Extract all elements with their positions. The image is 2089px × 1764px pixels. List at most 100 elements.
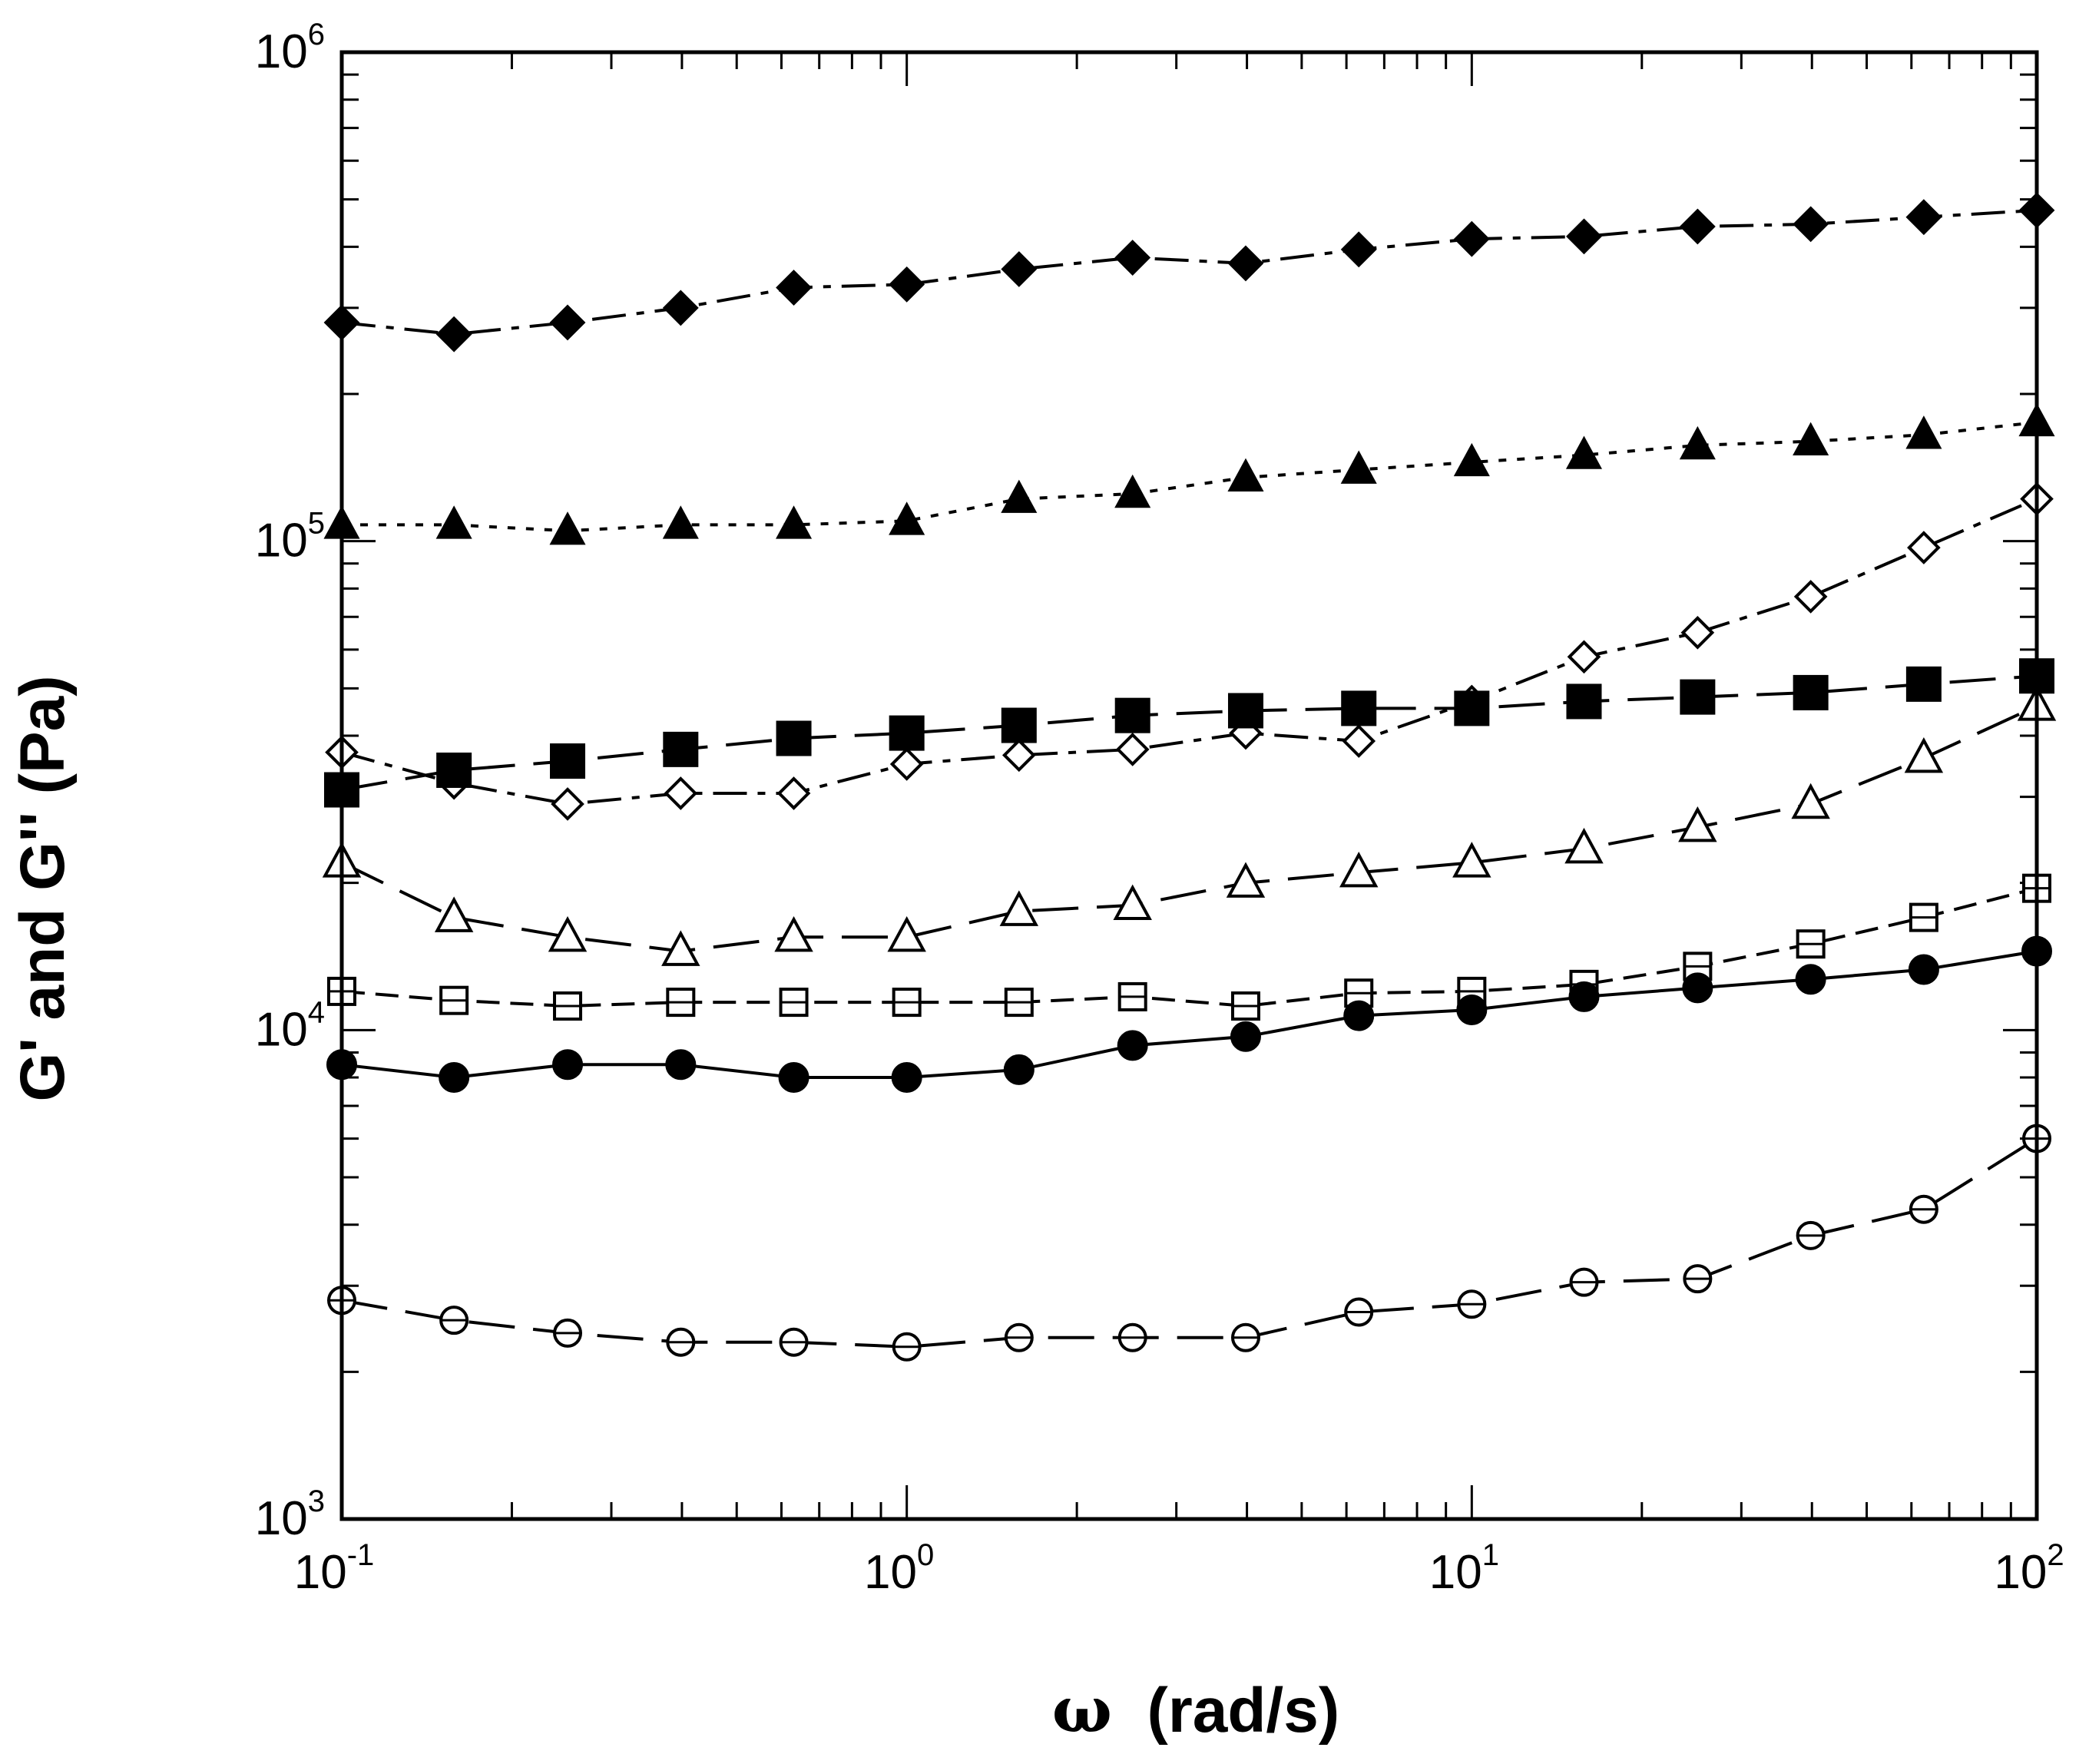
data-point <box>1227 245 1264 282</box>
data-point <box>776 720 812 756</box>
data-point <box>889 715 925 751</box>
data-point <box>1905 199 1942 236</box>
data-point <box>1113 884 1152 921</box>
data-point <box>1907 531 1941 564</box>
data-point <box>1679 208 1716 245</box>
y-tick-label: 103 <box>255 1484 325 1545</box>
data-point <box>776 505 813 539</box>
data-point <box>887 915 926 952</box>
data-point <box>1003 1054 1035 1085</box>
data-point <box>1227 693 1263 729</box>
data-point <box>1117 1030 1148 1061</box>
data-point <box>1114 697 1150 733</box>
data-point <box>439 1062 470 1094</box>
data-point <box>1452 842 1491 878</box>
y-tick-label: 104 <box>255 995 325 1056</box>
data-point <box>889 747 924 781</box>
series-3 <box>325 482 2054 821</box>
series-2 <box>323 402 2055 545</box>
data-point <box>1680 679 1716 715</box>
y-axis-title: G' and G'' (Pa) <box>8 675 78 1101</box>
data-point <box>548 915 588 952</box>
data-point <box>1565 435 1603 469</box>
data-point <box>662 290 699 326</box>
data-point <box>1566 218 1602 255</box>
data-point <box>1340 450 1377 484</box>
data-point <box>889 501 925 535</box>
series-line <box>342 420 2038 533</box>
tick-labels: 10-1 100 101 102 103 104 105 106 <box>255 18 2064 1599</box>
series-1 <box>323 192 2055 352</box>
data-point <box>1905 415 1942 449</box>
series-line <box>341 949 2038 1080</box>
data-point <box>1453 442 1490 477</box>
data-point <box>1791 783 1830 819</box>
data-point <box>1454 690 1490 726</box>
y-tick-label: 105 <box>255 507 325 568</box>
data-point <box>1115 733 1150 766</box>
data-point <box>551 787 584 821</box>
data-point <box>774 915 813 952</box>
data-point <box>552 1049 584 1081</box>
data-point <box>1342 724 1376 758</box>
data-point <box>1793 206 1829 243</box>
data-point <box>1001 479 1038 513</box>
data-point <box>435 505 472 539</box>
data-point <box>1793 422 1829 455</box>
data-point <box>776 270 812 306</box>
data-point <box>1908 954 1939 985</box>
data-point <box>1339 851 1379 888</box>
plot-frame <box>339 50 2039 1521</box>
data-point <box>1001 251 1038 287</box>
data-point <box>550 743 586 779</box>
data-point <box>664 776 698 810</box>
data-point <box>1230 1021 1261 1052</box>
data-point <box>1226 862 1266 898</box>
data-point <box>1679 425 1716 460</box>
data-point <box>1453 220 1490 257</box>
series-4 <box>324 658 2054 808</box>
data-point <box>663 731 699 767</box>
data-point <box>1905 666 1942 702</box>
data-point <box>434 896 474 932</box>
data-point <box>665 1049 697 1081</box>
data-point <box>1456 994 1488 1025</box>
data-point <box>1564 827 1604 864</box>
data-point <box>1227 458 1264 491</box>
series-line <box>341 674 2038 792</box>
data-point <box>549 511 586 545</box>
series-line <box>341 886 2038 1008</box>
x-tick-label: 10-1 <box>294 1538 375 1599</box>
data-point <box>891 1062 922 1094</box>
series-layer <box>322 192 2057 1362</box>
data-point <box>662 505 699 539</box>
data-point <box>1678 806 1717 842</box>
data-point <box>1114 240 1151 276</box>
data-point <box>778 1062 809 1094</box>
data-point <box>1793 674 1829 710</box>
data-point <box>436 752 472 788</box>
data-point <box>889 266 925 303</box>
data-point <box>1904 736 1944 773</box>
data-point <box>1680 615 1715 650</box>
data-point <box>549 304 586 341</box>
data-point <box>1568 981 1600 1012</box>
data-point <box>1682 972 1713 1004</box>
data-point <box>1343 1000 1375 1031</box>
series-line <box>341 1137 2038 1349</box>
data-point <box>435 316 472 352</box>
series-line <box>341 704 2038 953</box>
series-8 <box>327 1124 2051 1362</box>
data-point <box>1795 964 1826 995</box>
data-point <box>999 890 1039 926</box>
series-line <box>341 208 2038 336</box>
data-point <box>1114 474 1151 508</box>
series-7 <box>326 935 2052 1094</box>
data-point <box>661 930 700 966</box>
x-tick-label: 101 <box>1429 1538 1499 1599</box>
data-point <box>1340 231 1377 268</box>
data-point <box>1567 640 1601 674</box>
data-point <box>1001 738 1036 773</box>
x-tick-label: 102 <box>1994 1538 2064 1599</box>
